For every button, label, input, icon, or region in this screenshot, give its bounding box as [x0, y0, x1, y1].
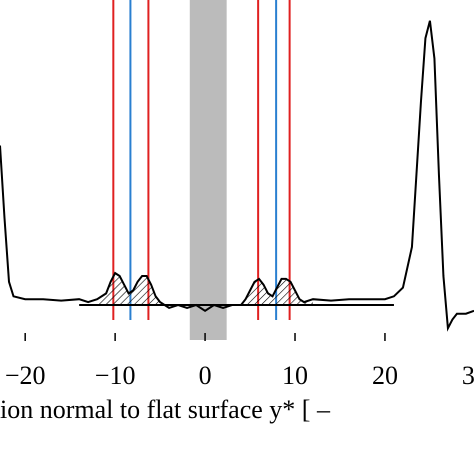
- hatched-area: [97, 273, 170, 305]
- hatched-area: [241, 278, 314, 305]
- x-tick-label: −10: [95, 361, 136, 390]
- x-tick-label: 30: [462, 361, 474, 390]
- x-axis-label: ion normal to flat surface y* [ –: [0, 395, 331, 424]
- x-tick-label: 0: [199, 361, 212, 390]
- x-tick-label: 20: [372, 361, 398, 390]
- x-tick-label: 10: [282, 361, 308, 390]
- x-tick-label: −20: [5, 361, 46, 390]
- data-line: [0, 20, 474, 332]
- shaded-band: [189, 0, 227, 340]
